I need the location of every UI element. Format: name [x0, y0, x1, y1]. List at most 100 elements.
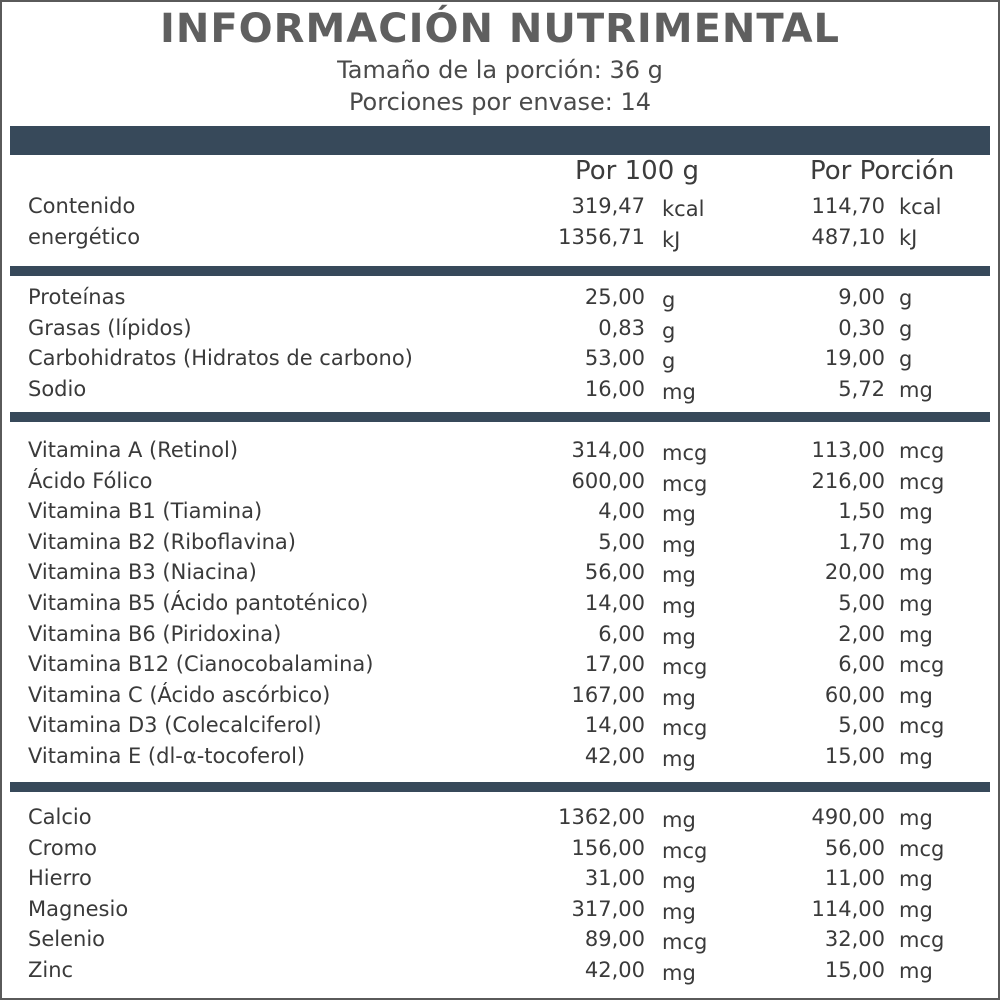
unit-per-serving: g: [899, 286, 913, 310]
unit-per-100g: mcg: [662, 716, 708, 741]
nutrient-row: Grasas (lípidos) 0,83 g 0,30 g: [0, 316, 1000, 346]
value-per-100g: 14,00: [584, 713, 645, 738]
nutrient-name: Vitamina D3 (Colecalciferol): [28, 713, 322, 738]
value-per-serving: 15,00: [824, 958, 885, 982]
label-title: INFORMACIÓN NUTRIMENTAL: [159, 6, 841, 52]
nutrient-row: Zinc 42,00 mg 15,00 mg: [0, 958, 1000, 988]
nutrient-name: Vitamina E (dl-α-tocoferol): [28, 744, 306, 768]
nutrient-row: Vitamina B6 (Piridoxina) 6,00 mg 2,00 mg: [0, 622, 1000, 652]
section-divider: [10, 782, 990, 792]
value-per-100g: 314,00: [571, 438, 645, 462]
column-header-per-100g: Por 100 g: [575, 156, 700, 186]
unit-per-serving: mg: [899, 622, 933, 647]
nutrient-row: Vitamina A (Retinol) 314,00 mcg 113,00 mcg: [0, 438, 1000, 468]
unit-per-100g: mg: [662, 532, 696, 557]
unit-per-serving: mg: [899, 959, 933, 983]
value-per-serving: 2,00: [838, 621, 885, 646]
unit-per-serving: mg: [899, 745, 933, 769]
value-per-100g: 56,00: [584, 560, 645, 585]
unit-per-100g: kcal: [662, 197, 705, 221]
nutrient-name: Contenido: [28, 194, 136, 218]
unit-per-serving: mcg: [899, 836, 945, 861]
nutrient-name: Grasas (lípidos): [28, 315, 192, 340]
value-per-100g: 167,00: [571, 682, 645, 707]
nutrient-row: Cromo 156,00 mcg 56,00 mcg: [0, 836, 1000, 866]
servings-per-container: Porciones por envase: 14: [348, 88, 652, 116]
nutrient-name: Vitamina B2 (Riboflavina): [28, 529, 296, 554]
unit-per-serving: mg: [899, 683, 933, 708]
value-per-serving: 9,00: [838, 285, 885, 309]
unit-per-serving: mcg: [899, 469, 945, 494]
value-per-serving: 11,00: [824, 866, 885, 891]
value-per-serving: 20,00: [824, 560, 885, 585]
nutrient-row: Vitamina B12 (Cianocobalamina) 17,00 mcg 6,…: [0, 652, 1000, 682]
value-per-serving: 216,00: [811, 468, 885, 493]
unit-per-100g: mcg: [662, 838, 708, 863]
value-per-serving: 60,00: [824, 682, 885, 707]
unit-per-100g: mg: [662, 808, 696, 832]
nutrient-row: Ácido Fólico 600,00 mcg 216,00 mcg: [0, 469, 1000, 499]
unit-per-serving: mg: [899, 867, 933, 892]
unit-per-serving: mg: [899, 897, 933, 922]
unit-per-serving: mg: [899, 530, 933, 555]
section-divider: [10, 266, 990, 276]
nutrient-row: Vitamina C (Ácido ascórbico) 167,00 mg 60,0…: [0, 683, 1000, 713]
nutrient-row: Vitamina E (dl-α-tocoferol) 42,00 mg 15,00 m…: [0, 744, 1000, 774]
nutrient-row: Vitamina B3 (Niacina) 56,00 mg 20,00 mg: [0, 560, 1000, 590]
value-per-100g: 16,00: [584, 376, 645, 401]
unit-per-100g: mg: [662, 685, 696, 710]
nutrient-row: Contenido 319,47 kcal 114,70 kcal: [0, 194, 1000, 224]
unit-per-100g: mg: [662, 563, 696, 588]
unit-per-serving: mg: [899, 592, 933, 616]
value-per-serving: 5,00: [838, 591, 885, 615]
value-per-serving: 113,00: [811, 438, 885, 462]
value-per-serving: 15,00: [824, 744, 885, 768]
nutrient-name: Vitamina B1 (Tiamina): [28, 499, 263, 524]
nutrient-row: Vitamina D3 (Colecalciferol) 14,00 mcg 5,00…: [0, 713, 1000, 743]
unit-per-serving: kcal: [899, 195, 942, 219]
value-per-100g: 31,00: [584, 866, 645, 891]
unit-per-100g: g: [662, 318, 676, 343]
unit-per-serving: g: [899, 347, 913, 372]
value-per-serving: 5,00: [838, 713, 885, 738]
value-per-serving: 1,50: [838, 499, 885, 524]
nutrient-name: Vitamina B6 (Piridoxina): [28, 621, 282, 646]
nutrient-row: Magnesio 317,00 mg 114,00 mg: [0, 897, 1000, 927]
unit-per-100g: mg: [662, 869, 696, 894]
unit-per-100g: mg: [662, 624, 696, 649]
unit-per-100g: mcg: [662, 441, 708, 465]
value-per-100g: 600,00: [571, 468, 645, 493]
value-per-serving: 1,70: [838, 529, 885, 554]
section-divider: [10, 412, 990, 422]
nutrient-name: energético: [28, 224, 141, 249]
unit-per-serving: mcg: [899, 439, 945, 463]
value-per-100g: 25,00: [584, 285, 645, 309]
column-header-per-serving: Por Porción: [810, 156, 955, 186]
unit-per-100g: g: [662, 288, 676, 312]
value-per-serving: 19,00: [824, 346, 885, 371]
nutrient-name: Hierro: [28, 866, 92, 891]
unit-per-100g: mg: [662, 594, 696, 618]
unit-per-100g: mcg: [662, 655, 708, 680]
value-per-100g: 1362,00: [558, 805, 645, 829]
nutrient-name: Vitamina B5 (Ácido pantoténico): [28, 591, 369, 615]
unit-per-serving: mg: [899, 500, 933, 525]
value-per-100g: 42,00: [584, 958, 645, 982]
unit-per-100g: mg: [662, 502, 696, 527]
value-per-serving: 6,00: [838, 652, 885, 677]
unit-per-serving: mcg: [899, 928, 945, 953]
nutrient-name: Selenio: [28, 927, 105, 952]
value-per-100g: 42,00: [584, 744, 645, 768]
unit-per-100g: mg: [662, 747, 696, 771]
nutrient-row: Vitamina B1 (Tiamina) 4,00 mg 1,50 mg: [0, 499, 1000, 529]
nutrient-row: Selenio 89,00 mcg 32,00 mcg: [0, 927, 1000, 957]
unit-per-100g: kJ: [662, 227, 681, 252]
value-per-100g: 53,00: [584, 346, 645, 371]
value-per-serving: 0,30: [838, 315, 885, 340]
value-per-100g: 156,00: [571, 835, 645, 860]
nutrient-row: Carbohidratos (Hidratos de carbono) 53,00…: [0, 346, 1000, 376]
nutrient-name: Cromo: [28, 835, 97, 860]
unit-per-serving: mg: [899, 561, 933, 586]
unit-per-100g: g: [662, 349, 676, 374]
value-per-100g: 89,00: [584, 927, 645, 952]
